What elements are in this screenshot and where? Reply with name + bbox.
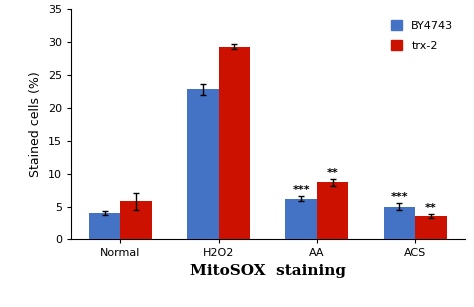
Text: ***: ***: [292, 185, 310, 195]
Bar: [89, 213, 120, 239]
Bar: [285, 199, 317, 239]
Bar: [415, 216, 447, 239]
Bar: [187, 89, 219, 239]
Bar: [317, 182, 348, 239]
Legend: BY4743, trx-2: BY4743, trx-2: [386, 15, 459, 56]
Bar: [219, 47, 250, 239]
Text: ***: ***: [391, 192, 408, 202]
Y-axis label: Stained cells (%): Stained cells (%): [29, 72, 42, 177]
Bar: [384, 207, 415, 239]
Text: **: **: [425, 203, 437, 213]
Text: **: **: [327, 168, 338, 178]
X-axis label: MitoSOX  staining: MitoSOX staining: [190, 264, 346, 278]
Bar: [120, 201, 152, 239]
